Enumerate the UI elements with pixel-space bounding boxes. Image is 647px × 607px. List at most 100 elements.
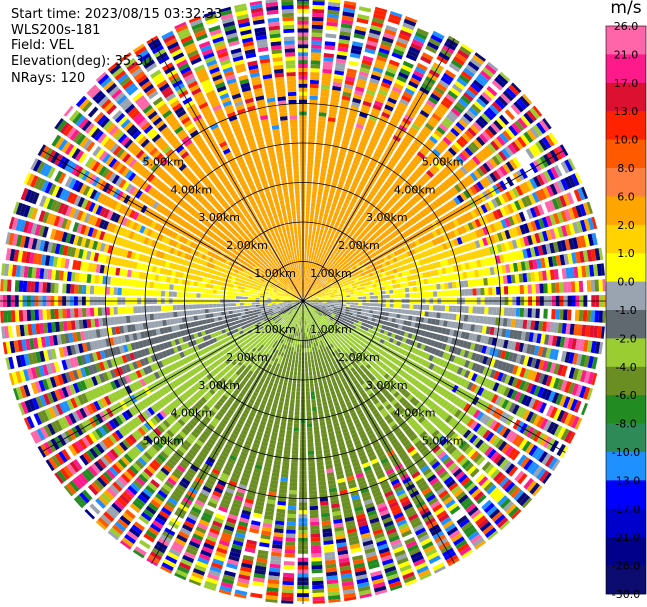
range-gate <box>531 308 536 318</box>
range-gate <box>396 75 408 83</box>
range-gate <box>346 304 351 307</box>
range-gate <box>358 269 364 274</box>
range-gate <box>510 202 518 212</box>
range-gate <box>417 292 422 298</box>
range-gate <box>335 284 340 288</box>
range-gate <box>463 314 469 322</box>
range-gate <box>405 293 410 298</box>
range-gate <box>492 210 500 220</box>
range-gate <box>463 177 472 186</box>
range-gate <box>366 89 376 96</box>
range-gate <box>308 234 312 239</box>
range-gate <box>482 67 494 78</box>
range-gate <box>327 9 340 15</box>
range-gate <box>328 279 333 283</box>
range-gate <box>349 277 354 282</box>
range-gate <box>309 103 318 108</box>
range-gate <box>347 174 354 181</box>
range-gate <box>283 449 291 455</box>
range-gate <box>375 214 382 221</box>
range-gate <box>316 283 321 288</box>
range-gate <box>354 156 362 162</box>
range-gate <box>292 355 296 360</box>
range-gate <box>346 297 351 300</box>
range-gate <box>305 229 309 234</box>
range-gate <box>365 169 372 176</box>
range-gate <box>285 370 290 375</box>
range-gate <box>367 85 377 92</box>
range-gate <box>314 281 318 286</box>
range-gate <box>487 125 498 136</box>
range-gate <box>461 149 471 159</box>
range-gate <box>350 220 357 226</box>
range-gate <box>523 284 528 294</box>
range-gate <box>404 151 413 160</box>
range-gate <box>311 395 316 400</box>
range-gate <box>308 359 311 364</box>
range-gate <box>289 486 297 491</box>
range-gate <box>306 290 309 294</box>
range-gate <box>427 41 439 51</box>
range-gate <box>435 228 442 236</box>
range-gate <box>406 178 414 186</box>
range-gate <box>326 173 333 178</box>
range-gate <box>539 119 550 132</box>
range-gate <box>512 156 522 168</box>
range-gate <box>347 314 353 318</box>
range-gate <box>463 213 471 222</box>
range-gate <box>309 282 312 287</box>
range-gate <box>310 56 321 61</box>
range-gate <box>459 215 467 224</box>
range-gate <box>322 298 327 300</box>
range-gate <box>336 270 341 275</box>
range-gate <box>348 267 354 272</box>
range-gate <box>313 242 317 248</box>
range-gate <box>335 276 340 281</box>
range-gate <box>309 509 319 515</box>
range-gate <box>368 229 375 236</box>
range-gate <box>488 157 498 168</box>
range-gate <box>471 315 477 323</box>
range-gate <box>342 11 355 18</box>
range-gate <box>397 161 406 169</box>
range-gate <box>366 303 371 306</box>
range-gate <box>307 151 314 156</box>
range-gate <box>312 284 315 289</box>
range-gate <box>291 450 299 455</box>
range-gate <box>367 269 373 274</box>
range-gate <box>541 136 552 149</box>
range-gate <box>367 118 376 126</box>
range-gate <box>475 136 486 146</box>
range-gate <box>438 171 447 180</box>
range-gate <box>532 124 543 137</box>
range-gate <box>304 277 306 282</box>
range-gate <box>299 344 302 349</box>
range-gate <box>460 115 471 126</box>
range-gate <box>352 313 357 317</box>
range-gate <box>306 281 309 286</box>
range-gate <box>373 197 380 204</box>
range-gate <box>386 254 392 260</box>
range-gate <box>309 87 319 93</box>
range-gate <box>305 285 307 290</box>
range-gate <box>342 265 347 270</box>
range-gate <box>428 232 435 239</box>
range-gate <box>307 336 310 341</box>
range-gate <box>574 281 580 293</box>
range-gate <box>343 3 356 10</box>
range-gate <box>582 310 588 322</box>
range-gate <box>348 260 353 265</box>
range-gate <box>535 190 544 202</box>
range-gate <box>392 284 397 289</box>
range-gate <box>432 89 443 99</box>
range-gate <box>310 351 313 356</box>
range-gate <box>334 170 341 176</box>
range-gate <box>539 172 549 184</box>
range-gate <box>293 431 299 436</box>
range-gate <box>326 128 334 134</box>
range-gate <box>309 293 313 297</box>
range-gate <box>465 88 477 99</box>
range-gate <box>352 97 362 104</box>
range-gate <box>334 305 339 308</box>
range-gate <box>306 411 312 416</box>
